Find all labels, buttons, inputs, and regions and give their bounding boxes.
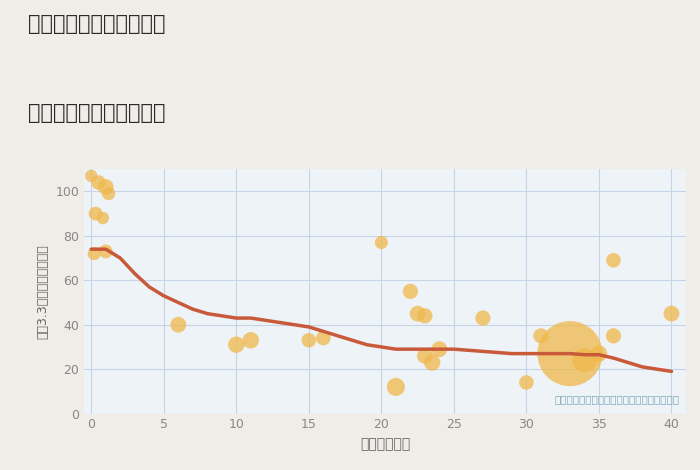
Point (405, 288, 416, 295)
Point (608, 332, 619, 340)
Point (85, 172, 97, 180)
Point (303, 337, 314, 344)
Point (477, 314, 489, 322)
Point (173, 321, 184, 329)
Point (521, 379, 532, 386)
Point (318, 334, 329, 342)
Point (90, 210, 101, 218)
Point (419, 352, 430, 360)
Point (97, 214, 108, 222)
Point (103, 190, 114, 197)
Point (89, 250, 100, 258)
Point (245, 337, 256, 344)
Text: 築年数別中古戸建て価格: 築年数別中古戸建て価格 (28, 103, 165, 124)
Y-axis label: 坪（3.3㎡）単価（万円）: 坪（3.3㎡）単価（万円） (36, 244, 50, 339)
Point (391, 383, 402, 391)
X-axis label: 築年数（年）: 築年数（年） (360, 437, 410, 451)
Point (564, 350, 575, 357)
Point (536, 332, 547, 340)
Point (419, 312, 430, 320)
Text: 円の大きさは、取引のあった物件面積を示す: 円の大きさは、取引のあった物件面積を示す (555, 394, 680, 404)
Point (608, 257, 619, 264)
Point (231, 341, 242, 348)
Point (100, 248, 111, 255)
Point (666, 310, 677, 317)
Point (594, 350, 605, 357)
Point (434, 345, 445, 353)
Point (426, 359, 438, 366)
Point (376, 239, 387, 246)
Point (100, 183, 111, 191)
Point (93, 179, 104, 186)
Point (579, 357, 590, 364)
Text: 三重県津市一志町石橋の: 三重県津市一志町石橋の (28, 14, 165, 34)
Point (412, 310, 423, 317)
